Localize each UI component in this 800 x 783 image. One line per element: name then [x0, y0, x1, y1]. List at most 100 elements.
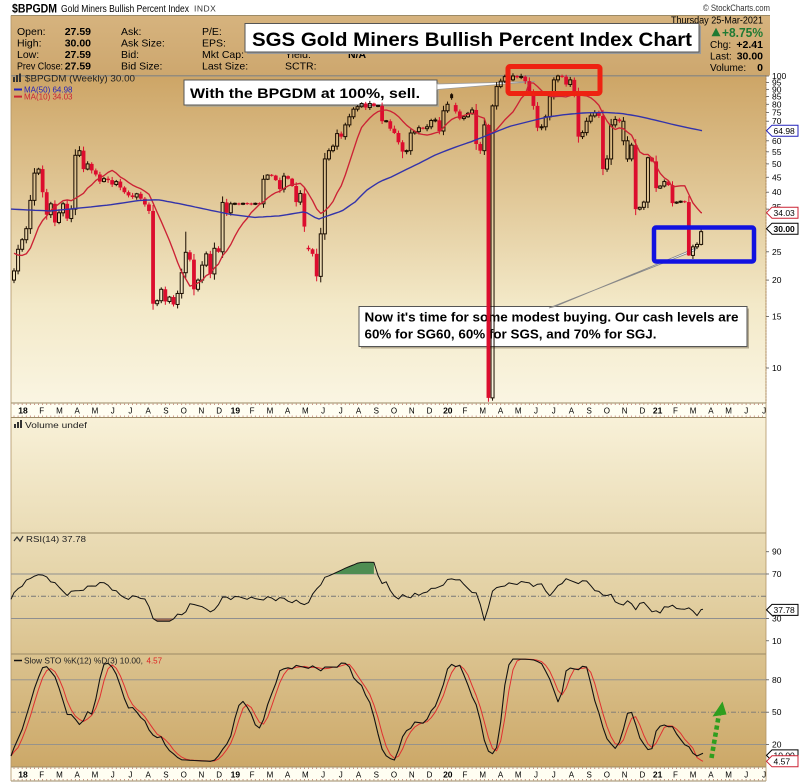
svg-text:20: 20	[772, 740, 782, 750]
svg-text:D: D	[640, 771, 646, 780]
svg-text:O: O	[604, 771, 610, 780]
svg-text:85: 85	[772, 92, 782, 102]
svg-text:© StockCharts.com: © StockCharts.com	[703, 3, 770, 13]
svg-text:Bid:: Bid:	[121, 49, 139, 61]
svg-text:MA(50) 64.98: MA(50) 64.98	[24, 85, 73, 94]
svg-text:50: 50	[772, 707, 782, 717]
svg-text:A: A	[498, 407, 504, 416]
svg-text:34.03: 34.03	[774, 208, 796, 218]
svg-text:M: M	[267, 407, 274, 416]
svg-text:J: J	[128, 771, 132, 780]
svg-text:J: J	[762, 407, 766, 416]
svg-text:10: 10	[772, 363, 782, 373]
svg-text:J: J	[339, 407, 343, 416]
svg-text:Ask Size:: Ask Size:	[121, 38, 165, 50]
svg-text:D: D	[216, 407, 222, 416]
svg-text:J: J	[534, 407, 538, 416]
svg-text:With the BPGDM at 100%, sell.: With the BPGDM at 100%, sell.	[190, 85, 420, 101]
svg-text:A: A	[285, 407, 291, 416]
svg-text:80: 80	[772, 675, 782, 685]
svg-text:O: O	[181, 407, 187, 416]
svg-text:27.59: 27.59	[65, 49, 91, 61]
svg-text:Gold Miners Bullish Percent In: Gold Miners Bullish Percent Index	[61, 3, 190, 15]
svg-text:0: 0	[757, 62, 763, 74]
svg-text:A: A	[569, 407, 575, 416]
svg-text:D: D	[216, 771, 222, 780]
svg-text:SCTR:: SCTR:	[285, 61, 317, 73]
svg-text:30.00: 30.00	[65, 38, 91, 50]
svg-text:30.00: 30.00	[737, 51, 763, 63]
svg-text:45: 45	[772, 172, 782, 182]
svg-text:EPS:: EPS:	[202, 38, 226, 50]
svg-text:100: 100	[772, 71, 786, 81]
svg-text:Thursday 25-Mar-2021: Thursday 25-Mar-2021	[671, 16, 763, 27]
svg-text:S: S	[163, 771, 168, 780]
svg-text:15: 15	[772, 312, 782, 322]
svg-text:J: J	[762, 771, 766, 780]
svg-text:M: M	[302, 771, 309, 780]
svg-text:Open:: Open:	[17, 26, 46, 38]
svg-text:M: M	[725, 771, 732, 780]
svg-text:Ask:: Ask:	[121, 26, 141, 38]
svg-text:40: 40	[772, 187, 782, 197]
svg-text:F: F	[250, 771, 255, 780]
svg-text:4.57: 4.57	[774, 757, 791, 767]
svg-text:M: M	[92, 771, 99, 780]
svg-text:M: M	[92, 407, 99, 416]
svg-text:J: J	[128, 407, 132, 416]
svg-text:Now it's time for some modest: Now it's time for some modest buying. Ou…	[365, 311, 739, 325]
svg-text:25: 25	[772, 247, 782, 257]
svg-text:75: 75	[772, 108, 782, 118]
svg-text:95: 95	[772, 78, 782, 88]
svg-text:D: D	[427, 771, 433, 780]
svg-text:N: N	[622, 407, 628, 416]
svg-text:N: N	[199, 771, 205, 780]
svg-text:A: A	[75, 407, 81, 416]
svg-text:S: S	[374, 407, 379, 416]
svg-text:F: F	[673, 407, 678, 416]
svg-text:F: F	[39, 771, 44, 780]
svg-text:N: N	[199, 407, 205, 416]
svg-text:4.57: 4.57	[147, 657, 163, 666]
svg-text:INDX: INDX	[194, 4, 216, 14]
svg-text:20: 20	[443, 770, 453, 780]
svg-text:+8.75%: +8.75%	[722, 26, 763, 40]
svg-text:Volume undef: Volume undef	[25, 421, 88, 430]
svg-text:J: J	[744, 771, 748, 780]
svg-text:M: M	[515, 407, 522, 416]
svg-text:N: N	[409, 771, 415, 780]
svg-text:J: J	[111, 407, 115, 416]
svg-text:M: M	[515, 771, 522, 780]
svg-text:M: M	[56, 771, 63, 780]
svg-text:D: D	[640, 407, 646, 416]
svg-text:50: 50	[772, 159, 782, 169]
svg-text:30: 30	[772, 614, 782, 624]
svg-text:J: J	[744, 407, 748, 416]
svg-text:O: O	[181, 771, 187, 780]
svg-text:M: M	[302, 407, 309, 416]
svg-text:F: F	[463, 407, 468, 416]
svg-text:64.98: 64.98	[774, 126, 796, 136]
svg-text:30.00: 30.00	[774, 224, 796, 234]
svg-text:A: A	[285, 771, 291, 780]
svg-text:A: A	[498, 771, 504, 780]
svg-text:Chg:: Chg:	[710, 40, 731, 51]
svg-text:70: 70	[772, 569, 782, 579]
svg-text:J: J	[321, 407, 325, 416]
svg-text:A: A	[146, 771, 152, 780]
svg-text:J: J	[552, 771, 556, 780]
svg-text:F: F	[39, 407, 44, 416]
svg-text:Mkt Cap:: Mkt Cap:	[202, 49, 244, 61]
svg-text:Slow STO %K(12) %D(3) 10.00,: Slow STO %K(12) %D(3) 10.00,	[24, 657, 143, 666]
svg-text:21: 21	[653, 406, 663, 416]
svg-text:90: 90	[772, 84, 782, 94]
svg-text:Last Size:: Last Size:	[202, 61, 248, 73]
svg-text:27.59: 27.59	[65, 61, 91, 73]
svg-text:27.59: 27.59	[65, 26, 91, 38]
svg-text:J: J	[339, 771, 343, 780]
svg-text:J: J	[552, 407, 556, 416]
svg-text:18: 18	[18, 406, 28, 416]
svg-text:A: A	[708, 407, 714, 416]
svg-text:19: 19	[231, 406, 241, 416]
svg-text:$BPGDM (Weekly) 30.00: $BPGDM (Weekly) 30.00	[25, 74, 135, 85]
